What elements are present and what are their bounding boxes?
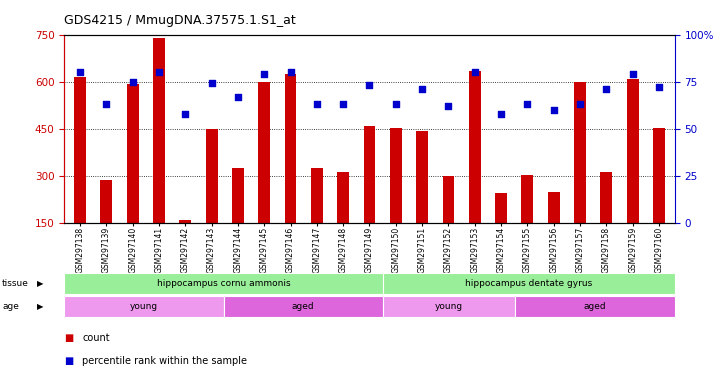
Point	[154, 69, 165, 75]
Point	[496, 111, 507, 117]
Point	[600, 86, 612, 92]
Text: young: young	[130, 302, 158, 311]
Point	[416, 86, 428, 92]
Bar	[548, 192, 560, 223]
Bar	[469, 71, 481, 223]
Text: young: young	[435, 302, 463, 311]
Point	[363, 82, 376, 88]
Bar	[74, 77, 86, 223]
Point	[180, 111, 191, 117]
Bar	[600, 172, 612, 223]
Text: ■: ■	[64, 333, 74, 343]
Text: aged: aged	[292, 302, 314, 311]
Text: tissue: tissue	[2, 279, 29, 288]
Bar	[179, 220, 191, 223]
Bar	[206, 129, 218, 223]
Bar	[495, 193, 507, 223]
Point	[232, 94, 243, 100]
Bar	[153, 38, 165, 223]
Text: GDS4215 / MmugDNA.37575.1.S1_at: GDS4215 / MmugDNA.37575.1.S1_at	[64, 14, 296, 27]
Point	[285, 69, 296, 75]
Point	[548, 107, 559, 113]
Bar	[258, 82, 270, 223]
Point	[127, 79, 139, 85]
Text: hippocampus dentate gyrus: hippocampus dentate gyrus	[465, 279, 593, 288]
Point	[101, 101, 112, 107]
Point	[74, 69, 86, 75]
Bar	[627, 79, 638, 223]
Bar	[521, 175, 533, 223]
Point	[469, 69, 481, 75]
Point	[653, 84, 665, 90]
Bar	[416, 131, 428, 223]
Bar	[285, 74, 296, 223]
Text: ▶: ▶	[37, 279, 44, 288]
Point	[627, 71, 638, 77]
Point	[522, 101, 533, 107]
Bar	[101, 180, 112, 223]
Bar	[574, 82, 586, 223]
Point	[574, 101, 585, 107]
Point	[390, 101, 401, 107]
Point	[206, 80, 217, 86]
Bar	[390, 128, 402, 223]
Bar	[337, 172, 349, 223]
Point	[258, 71, 270, 77]
Bar	[363, 126, 376, 223]
Text: percentile rank within the sample: percentile rank within the sample	[82, 356, 247, 366]
Text: ▶: ▶	[37, 302, 44, 311]
Bar	[311, 168, 323, 223]
Bar	[653, 128, 665, 223]
Bar	[443, 176, 454, 223]
Point	[443, 103, 454, 109]
Text: aged: aged	[584, 302, 606, 311]
Text: count: count	[82, 333, 110, 343]
Point	[311, 101, 323, 107]
Text: ■: ■	[64, 356, 74, 366]
Point	[338, 101, 349, 107]
Text: hippocampus cornu ammonis: hippocampus cornu ammonis	[156, 279, 291, 288]
Bar	[232, 169, 244, 223]
Text: age: age	[2, 302, 19, 311]
Bar	[127, 84, 139, 223]
